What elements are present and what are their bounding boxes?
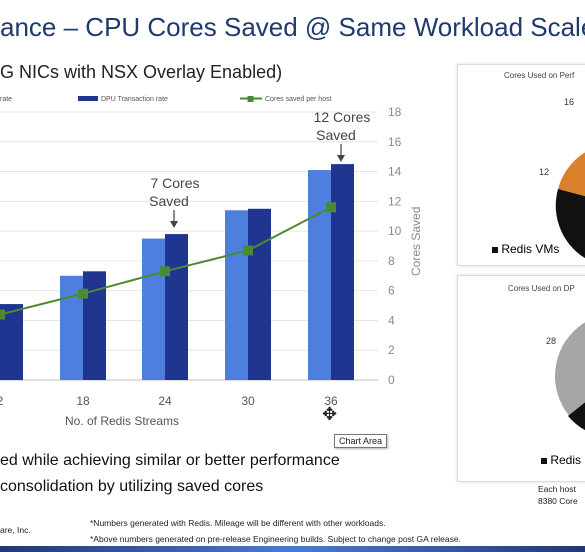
side-chart-title: Cores Used on DP (508, 284, 575, 293)
pie-label-12: 12 (539, 167, 549, 177)
line-point (0, 309, 5, 320)
x-tick-label: 30 (241, 394, 255, 408)
annotation-line1: 12 Cores (314, 109, 371, 125)
side-chart-title: Cores Used on Perf (504, 71, 575, 80)
pie-slice-grey (555, 322, 585, 430)
y-axis-title: Cores Saved (409, 207, 423, 276)
annotation-line2: Saved (149, 193, 189, 209)
bar-series1 (83, 271, 106, 380)
pie-legend-label: Redis (550, 453, 582, 467)
pie-chart-perf: 16 12 (539, 97, 585, 259)
legend-label-series1: DPU Transaction rate (101, 96, 168, 103)
bullet-1: ed while achieving similar or better per… (0, 452, 340, 469)
legend-swatch-series2-marker (247, 96, 254, 102)
pie-label-16: 16 (564, 97, 574, 107)
y-tick-label: 14 (388, 165, 402, 179)
legend-square-icon (492, 247, 498, 253)
y-tick-label: 0 (388, 373, 395, 387)
bar-series0 (60, 275, 83, 380)
legend-label-series0: rate (0, 96, 12, 103)
y-tick-label: 6 (388, 284, 395, 298)
x-tick-label: 18 (76, 394, 90, 408)
side-chart-card-dpu: Cores Used on DP 28 Redis (457, 275, 585, 482)
slide-subtitle: G NICs with NSX Overlay Enabled) (0, 62, 283, 82)
pie-slice-black (555, 189, 585, 259)
pie-legend-perf: Redis VMs (492, 242, 559, 256)
y-tick-label: 16 (388, 135, 402, 149)
y-tick-label: 2 (388, 343, 395, 357)
right-caption-line1: Each host (538, 484, 576, 494)
y-tick-label: 8 (388, 254, 395, 268)
footnote-2: *Above numbers generated on pre-release … (90, 534, 461, 544)
y-tick-label: 12 (388, 194, 402, 208)
annotation-line1: 7 Cores (150, 175, 199, 191)
bottom-accent-bar (0, 546, 585, 552)
pie-legend-label: Redis VMs (501, 242, 560, 256)
y-tick-label: 10 (388, 224, 402, 238)
y-tick-label: 18 (388, 105, 402, 119)
bar-series0 (308, 170, 331, 380)
pie-label-28: 28 (546, 336, 556, 346)
annotation-arrowhead (337, 155, 345, 162)
y-tick-label: 4 (388, 313, 395, 327)
x-tick-label: 2 (0, 394, 4, 408)
legend-square-icon (541, 458, 547, 464)
right-caption-line2: 8380 Core (538, 496, 578, 506)
pie-slice-orange (558, 152, 585, 197)
legend-swatch-series1 (78, 96, 98, 101)
line-point (326, 202, 336, 213)
bar-series0 (142, 238, 165, 380)
chart-area-tooltip: Chart Area (334, 434, 388, 448)
line-point (243, 245, 253, 256)
x-axis-title: No. of Redis Streams (65, 414, 179, 428)
pie-legend-dpu: Redis (541, 453, 581, 467)
bullet-2: consolidation by utilizing saved cores (0, 478, 264, 495)
bar-series1 (165, 234, 188, 380)
annotation-arrowhead (170, 221, 178, 228)
x-tick-label: 24 (158, 394, 172, 408)
footnote-1: *Numbers generated with Redis. Mileage w… (90, 518, 386, 528)
bar-series1 (0, 304, 23, 380)
bar-series1 (331, 164, 354, 380)
line-point (160, 266, 170, 277)
pie-slice-black (568, 402, 585, 431)
bar-series1 (248, 208, 271, 380)
bar-series0 (225, 210, 248, 380)
pie-chart-dpu: 28 (546, 322, 585, 431)
slide-title: ance – CPU Cores Saved @ Same Workload S… (0, 12, 585, 42)
line-point (78, 288, 88, 299)
move-cursor-icon: ✥ (322, 404, 338, 424)
copyright: are, Inc. (0, 525, 31, 535)
annotation-line2: Saved (316, 127, 356, 143)
legend-label-series2: Cores saved per host (265, 96, 332, 103)
x-tick-label: 36 (324, 394, 338, 408)
side-chart-card-perf: Cores Used on Perf 16 12 Redis VMs (457, 64, 585, 266)
